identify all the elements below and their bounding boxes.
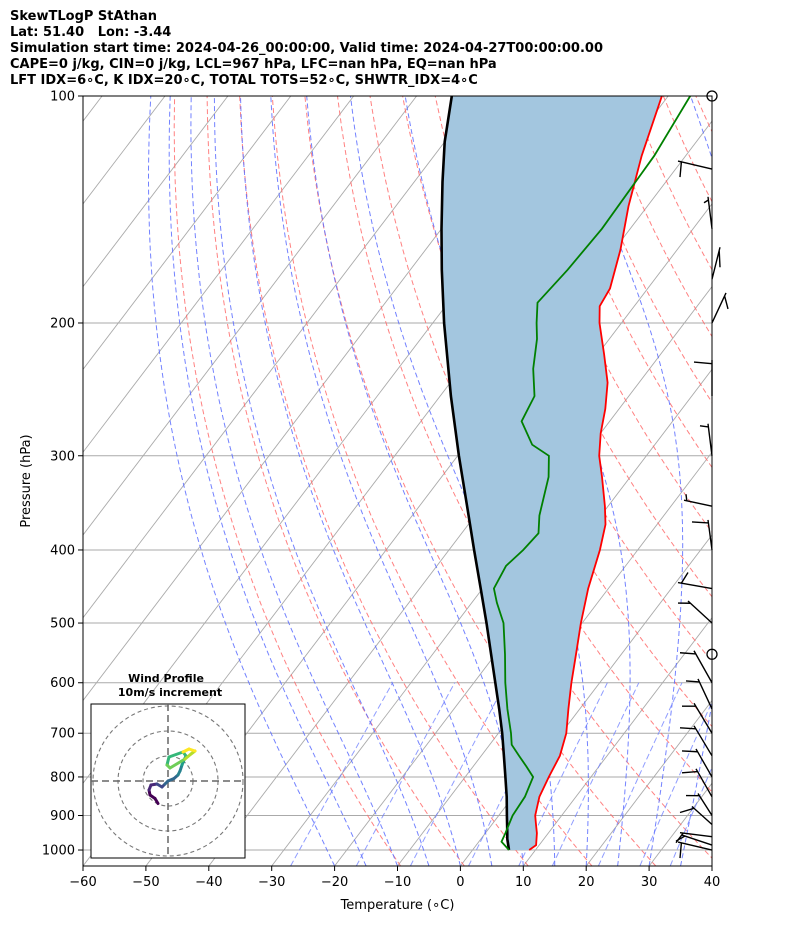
isotherm-line [334,368,712,866]
wind-barb [683,494,713,507]
mixing-ratio-line [290,682,394,866]
cin-shaded-area [441,96,662,850]
moist-adiabat [350,96,556,866]
wind-barb [677,841,713,859]
moist-adiabat [190,96,398,866]
wind-barb [691,519,713,551]
isotherm-line [397,451,712,866]
moist-adiabat [270,96,493,866]
wind-barb [681,748,713,778]
isotherm-line [585,699,712,866]
wind-barb [681,768,713,798]
x-tick-label: −50 [132,875,159,890]
wind-barb [693,360,713,397]
mixing-ratio-line [639,700,712,866]
dry-adiabat [499,96,712,534]
wind-barb [711,247,721,280]
mixing-ratio-line [669,766,712,866]
x-tick-label: 0 [456,875,464,890]
isotherm-line [83,96,292,371]
dry-adiabat [206,96,465,866]
y-tick-label: 300 [50,449,75,464]
hodograph-segment [168,757,187,770]
y-tick-label: 600 [50,676,75,691]
y-tick-label: 900 [50,809,75,824]
wind-barb [679,805,713,826]
moist-adiabat [168,96,367,866]
wind-barb [711,292,729,324]
dry-adiabat [239,96,529,866]
temperature-profile-line [528,96,663,851]
wind-barb [677,572,713,590]
mixing-ratio-line [597,682,683,866]
wind-barb [675,831,713,844]
dry-adiabat [532,96,712,469]
x-tick-label: 20 [578,875,595,890]
y-tick-label: 400 [50,543,75,558]
indices-line: LFT IDX=6∘C, K IDX=20∘C, TOTAL TOTS=52∘C… [10,73,478,88]
y-axis-label: Pressure (hPa) [19,434,34,527]
y-tick-label: 800 [50,770,75,785]
y-tick-label: 100 [50,90,75,105]
moist-adiabat [148,96,336,866]
calm-wind-marker [706,90,718,102]
moist-adiabat [711,863,712,866]
y-tick-label: 700 [50,727,75,742]
dry-adiabat [271,96,593,866]
isotherm-line [83,96,103,122]
y-tick-label: 1000 [42,844,75,859]
isotherm-line [83,96,355,453]
time-line: Simulation start time: 2024-04-26_00:00:… [10,41,603,56]
isotherm-line [83,96,417,536]
dry-adiabat [173,96,402,866]
dry-adiabat [761,96,794,866]
mixing-ratio-line [355,682,456,866]
wind-barb [699,423,713,456]
isotherm-line [522,616,712,866]
wind-barb [679,650,713,684]
hodograph-segment [167,750,185,759]
parcel-profile-line [440,96,511,851]
wind-barb [685,793,713,816]
hodograph-subtitle: 10m/s increment [118,686,222,699]
x-tick-label: −20 [321,875,348,890]
wind-barb [703,196,713,229]
y-tick-label: 500 [50,617,75,632]
hodograph-plot-area [91,704,245,858]
isotherm-line [83,96,480,619]
hodograph-title: Wind Profile [128,672,204,685]
dry-adiabat [728,96,794,866]
x-tick-label: 10 [515,875,532,890]
y-tick-label: 200 [50,316,75,331]
wind-barb [677,600,713,624]
location-line: Lat: 51.40 Lon: -3.44 [10,25,172,40]
calm-wind-marker [706,648,718,660]
dry-adiabat [337,96,712,859]
isotherm-line [711,865,712,866]
moist-adiabat [306,96,524,866]
x-axis-label: Temperature (∘C) [340,898,455,913]
cape-line: CAPE=0 j/kg, CIN=0 j/kg, LCL=967 hPa, LF… [10,57,497,72]
wind-barb [685,678,713,710]
moist-adiabat [213,96,430,866]
x-tick-label: 30 [641,875,658,890]
hodograph-segment [181,747,191,754]
dewpoint-profile-line [492,96,691,851]
x-tick-label: −10 [384,875,411,890]
x-tick-label: −30 [258,875,285,890]
isotherm-line [83,96,229,288]
wind-barb [677,160,713,178]
wind-barb [679,725,713,757]
wind-barb [682,702,713,734]
mixing-ratio-line [409,682,507,866]
x-tick-label: 40 [704,875,721,890]
moist-adiabat [240,96,461,866]
mixing-ratio-line [468,682,561,866]
moist-adiabat [680,96,712,866]
x-tick-label: −40 [195,875,222,890]
chart-title: SkewTLogP StAthan [10,9,158,24]
x-tick-label: −60 [69,875,96,890]
isotherm-line [648,782,712,866]
